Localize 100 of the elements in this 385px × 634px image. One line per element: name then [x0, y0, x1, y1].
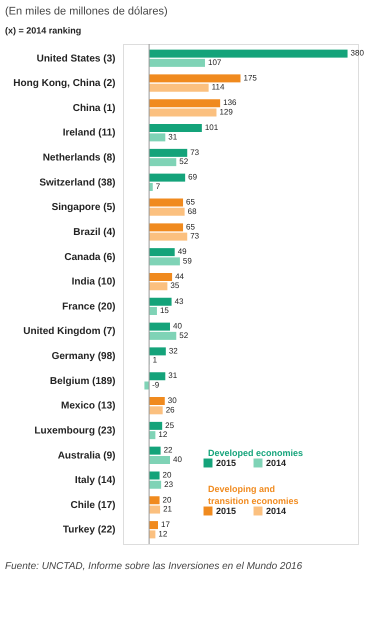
bar — [149, 298, 172, 306]
legend-label: 2014 — [266, 458, 286, 468]
bar — [149, 148, 188, 157]
data-label: 22 — [164, 446, 174, 455]
chart-title: (En miles de millones de dólares) — [5, 6, 168, 18]
bar — [149, 372, 166, 380]
y-tick-label: Mexico (13) — [61, 400, 116, 412]
data-label: 380 — [350, 48, 364, 58]
bar — [149, 84, 209, 92]
bar — [149, 480, 162, 489]
bar — [149, 74, 240, 82]
annotation: Developing and transition economies — [208, 484, 299, 506]
data-label: 114 — [212, 82, 225, 92]
y-tick-label: France (20) — [62, 301, 116, 312]
legend-label: 2015 — [216, 458, 236, 468]
source-note: Fuente: UNCTAD, Informe sobre las Inversiones en el Mundo 2016 — [5, 561, 303, 572]
bar — [149, 347, 166, 356]
y-tick-label: Canada (6) — [64, 252, 116, 263]
bar — [149, 133, 166, 142]
bar — [149, 496, 160, 504]
y-tick-label: Australia (9) — [58, 450, 116, 462]
data-label: 26 — [166, 405, 176, 414]
data-label: 20 — [162, 470, 172, 480]
data-label: 49 — [178, 247, 188, 256]
bar — [149, 272, 172, 281]
bar — [149, 422, 162, 430]
data-label: 175 — [244, 73, 258, 82]
bar — [149, 322, 170, 331]
data-label: 20 — [162, 495, 172, 504]
data-label: 40 — [173, 322, 182, 331]
y-tick-label: Turkey (22) — [62, 524, 116, 536]
data-label: 73 — [190, 148, 200, 157]
bar — [149, 174, 186, 182]
y-tick-label: United States (3) — [36, 53, 116, 64]
data-label: 52 — [179, 157, 189, 166]
y-tick-label: India (10) — [72, 276, 116, 288]
data-label: 65 — [186, 222, 196, 232]
data-label: 17 — [160, 520, 170, 530]
data-label: 52 — [179, 330, 189, 340]
data-label: 31 — [168, 132, 178, 142]
data-label: 30 — [168, 396, 178, 406]
bar — [149, 248, 175, 256]
bar — [149, 50, 348, 58]
data-label: 21 — [163, 504, 173, 514]
bar — [149, 124, 202, 132]
data-label: 68 — [188, 206, 198, 216]
bar — [149, 223, 184, 232]
bar — [149, 257, 180, 266]
y-tick-label: Italy (14) — [74, 475, 116, 486]
bar — [149, 446, 161, 455]
data-label: 7 — [156, 182, 161, 191]
y-tick-label: Switzerland (38) — [39, 177, 116, 188]
data-label: 136 — [223, 98, 238, 108]
bar — [149, 506, 160, 514]
bar — [149, 471, 160, 480]
bar — [149, 521, 158, 530]
bar — [149, 307, 157, 316]
data-label: 12 — [158, 529, 168, 538]
bar — [149, 332, 176, 340]
y-tick-label: Luxembourg (23) — [34, 425, 116, 436]
data-label: 15 — [160, 306, 170, 316]
bar — [149, 406, 163, 414]
bar — [149, 456, 170, 464]
y-tick-label: Netherlands (8) — [42, 152, 116, 164]
y-tick-label: Ireland (11) — [62, 128, 116, 139]
bar — [149, 232, 188, 241]
data-label: 69 — [188, 172, 198, 182]
data-label: 43 — [174, 296, 184, 306]
data-label: 107 — [208, 58, 222, 67]
data-label: 31 — [168, 371, 178, 380]
y-tick-label: Singapore (5) — [52, 202, 116, 214]
data-label: 59 — [182, 256, 192, 266]
y-tick-label: Belgium (189) — [50, 376, 116, 387]
data-label: 35 — [170, 281, 180, 290]
data-label: 32 — [168, 346, 178, 356]
bar — [149, 530, 156, 538]
annotation: Developed economies — [208, 448, 304, 458]
y-tick-label: Brazil (4) — [73, 226, 116, 238]
bar — [149, 431, 156, 440]
data-label: 23 — [164, 480, 174, 489]
bar — [149, 158, 176, 166]
bar — [149, 198, 184, 206]
y-tick-label: Chile (17) — [70, 500, 116, 511]
bar — [149, 208, 185, 216]
data-label: 73 — [190, 232, 200, 241]
legend-label: 2015 — [216, 506, 236, 516]
bar — [149, 397, 165, 406]
data-label: 25 — [165, 420, 175, 430]
bar — [149, 282, 168, 290]
y-tick-label: Hong Kong, China (2) — [13, 78, 116, 90]
data-label: 129 — [219, 108, 234, 117]
data-label: 1 — [152, 356, 158, 365]
data-label: 40 — [173, 454, 182, 464]
data-label: 12 — [158, 430, 168, 440]
y-tick-label: United Kingdom (7) — [23, 326, 116, 338]
y-tick-label: China (1) — [72, 102, 116, 114]
y-tick-label: Germany (98) — [52, 351, 116, 362]
text: (x) = 2014 ranking — [5, 26, 82, 36]
bar — [149, 99, 220, 108]
bar — [149, 108, 216, 117]
